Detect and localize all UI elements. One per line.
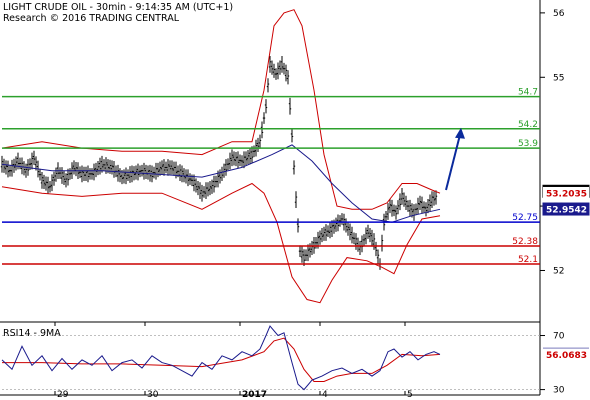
- price-badge: 52.9542: [542, 202, 590, 216]
- bollinger-lower-line: [1, 182, 441, 304]
- price-axis-tick: 56: [553, 9, 565, 19]
- price-panel: 54.7 54.2 53.9 52.75 52.38 52.1: [0, 9, 540, 304]
- rsi-axis-tick: 70: [553, 332, 565, 342]
- price-badge-label: 53.2035: [546, 189, 587, 199]
- axes: 5253555653.2353.203552.9542307056.495556…: [54, 9, 590, 400]
- projection-arrow-line: [445, 134, 461, 191]
- price-badge-bg: [543, 186, 589, 199]
- level-label: 52.75: [512, 213, 538, 223]
- time-axis-tick: 29: [57, 390, 69, 400]
- rsi-line: [1, 325, 441, 391]
- time-axis-tick: 2017: [242, 390, 267, 400]
- level-label: 54.2: [518, 120, 538, 130]
- rsi-title: RSI14 - 9MA: [3, 328, 61, 339]
- rsi-panel: [1, 325, 540, 391]
- rsi-axis-tick: 30: [553, 386, 565, 396]
- time-axis-tick: 5: [407, 390, 413, 400]
- chart-title: LIGHT CRUDE OIL - 30min - 9:14:35 AM (UT…: [3, 2, 234, 13]
- rsi-ma-line: [2, 337, 441, 382]
- level-label: 54.7: [518, 88, 538, 98]
- time-axis-tick: 30: [147, 390, 159, 400]
- time-axis-tick: 4: [322, 390, 328, 400]
- bollinger-upper-line: [1, 9, 441, 210]
- chart-copyright: Research © 2016 TRADING CENTRAL: [3, 13, 179, 24]
- price-badge: 53.2035: [543, 186, 589, 199]
- projection-arrow-head: [455, 127, 465, 139]
- level-label: 53.9: [518, 139, 538, 149]
- rsi-badge: 56.0683: [543, 348, 589, 361]
- level-label: 52.38: [512, 237, 538, 247]
- level-label: 52.1: [518, 255, 538, 265]
- price-axis-tick: 52: [553, 266, 564, 276]
- rsi-badge-bg: [543, 348, 589, 361]
- price-axis-tick: 55: [553, 73, 564, 83]
- moving-average-line: [1, 144, 441, 223]
- price-badge-label: 52.9542: [546, 206, 587, 216]
- rsi-badge-label: 56.0683: [546, 351, 587, 361]
- price-badge-bg: [542, 202, 590, 216]
